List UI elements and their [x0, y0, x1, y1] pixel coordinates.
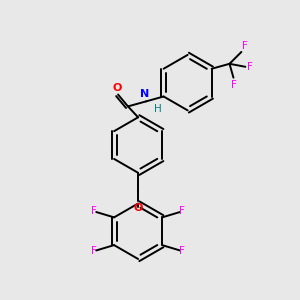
Text: F: F [91, 246, 97, 256]
Text: N: N [140, 89, 149, 100]
Text: O: O [134, 202, 143, 212]
Text: F: F [242, 41, 248, 51]
Text: F: F [230, 80, 236, 90]
Text: H: H [154, 104, 161, 114]
Text: O: O [112, 82, 122, 92]
Text: F: F [247, 62, 253, 72]
Text: F: F [179, 246, 185, 256]
Text: F: F [91, 206, 97, 216]
Text: F: F [179, 206, 185, 216]
